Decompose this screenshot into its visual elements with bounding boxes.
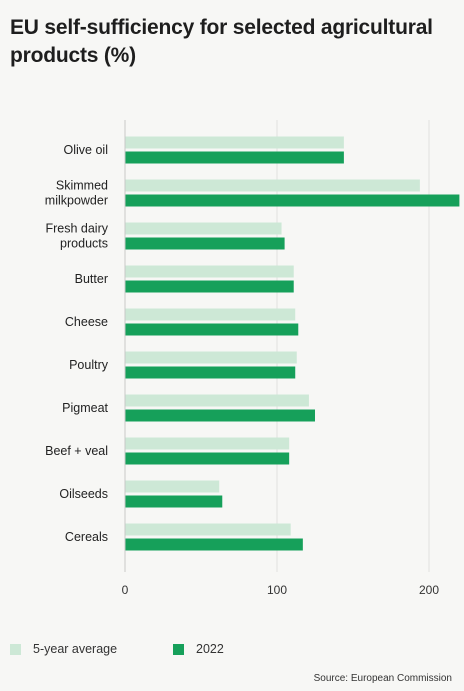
category-label-fresh-dairy-products-line1: Fresh dairy <box>45 222 108 236</box>
legend-item-2022: 2022 <box>173 642 224 656</box>
legend: 5-year average 2022 <box>10 642 450 662</box>
category-label-cereals: Cereals <box>65 530 108 544</box>
category-label-oilseeds: Oilseeds <box>59 487 108 501</box>
category-label-skimmed-milkpowder-line1: Skimmed <box>56 179 108 193</box>
legend-label-average: 5-year average <box>33 642 118 656</box>
bar-pigmeat-average <box>125 394 309 407</box>
bar-butter-average <box>125 265 294 278</box>
bar-olive-oil-2022 <box>125 151 344 164</box>
x-tick-label-200: 200 <box>419 583 439 597</box>
bar-beef-veal-2022 <box>125 452 290 465</box>
bar-oilseeds-2022 <box>125 495 223 508</box>
x-tick-label-100: 100 <box>267 583 287 597</box>
bar-cheese-2022 <box>125 323 299 336</box>
category-label-cheese: Cheese <box>65 315 108 329</box>
legend-swatch-2022 <box>173 643 184 655</box>
category-label-butter: Butter <box>75 272 108 286</box>
source-note: Source: European Commission <box>313 673 452 684</box>
bar-poultry-average <box>125 351 297 364</box>
bar-olive-oil-average <box>125 136 344 149</box>
category-label-poultry: Poultry <box>69 358 109 372</box>
legend-item-average: 5-year average <box>10 642 117 656</box>
bar-poultry-2022 <box>125 366 296 379</box>
bar-fresh-dairy-products-2022 <box>125 237 285 250</box>
bar-cereals-average <box>125 523 291 536</box>
bar-skimmed-milkpowder-average <box>125 179 420 192</box>
bar-butter-2022 <box>125 280 294 293</box>
bar-oilseeds-average <box>125 480 220 493</box>
category-label-fresh-dairy-products-line2: products <box>60 237 108 251</box>
legend-label-2022: 2022 <box>196 642 224 656</box>
legend-swatch-average <box>10 643 21 655</box>
bar-skimmed-milkpowder-2022 <box>125 194 460 207</box>
bar-beef-veal-average <box>125 437 290 450</box>
category-label-pigmeat: Pigmeat <box>62 401 108 415</box>
category-label-olive-oil: Olive oil <box>64 143 108 157</box>
category-label-beef-veal: Beef + veal <box>45 444 108 458</box>
x-tick-label-0: 0 <box>122 583 129 597</box>
category-label-skimmed-milkpowder-line2: milkpowder <box>45 194 108 208</box>
chart-title: EU self-sufficiency for selected agricul… <box>10 16 433 67</box>
bar-cheese-average <box>125 308 296 321</box>
bar-fresh-dairy-products-average <box>125 222 282 235</box>
bar-cereals-2022 <box>125 538 303 551</box>
bar-pigmeat-2022 <box>125 409 315 422</box>
